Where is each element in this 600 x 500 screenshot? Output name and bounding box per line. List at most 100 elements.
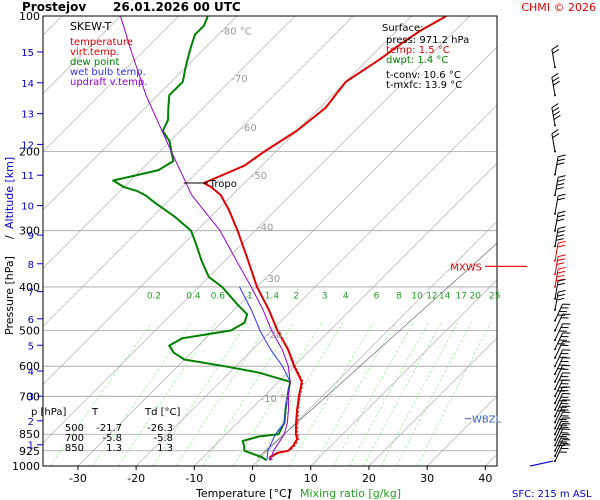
isotherm-line [310,279,497,466]
wind-barb [554,411,571,430]
legend-updraft: updraft v.temp. [70,77,147,88]
chart-title: SKEW-T [70,20,112,33]
mixing-ratio-line [49,322,152,466]
data-series [112,16,447,462]
mixing-ratio-label: 12 [426,292,437,302]
x-tick-label: 0 [249,472,256,485]
wind-barb [551,44,560,69]
x-axis-title-secondary: Mixing ratio [g/kg] [300,487,401,500]
wind-barb [554,349,571,368]
isotherm-label: -50 [251,171,267,182]
isotherm-label: -20 [266,330,282,341]
tropo-label: Tropo [209,179,237,190]
mixing-ratio-label: 1.4 [265,292,280,302]
isotherm-line [0,16,4,466]
surface-wind-barb [529,460,554,467]
x-tick-label: 40 [478,472,492,485]
altitude-tick-label: 4 [28,367,34,378]
wind-barb [554,341,571,359]
altitude-tick-label: 6 [28,315,34,326]
wind-barb [554,175,566,197]
table-header-t: T [91,407,99,418]
wind-barb [554,364,571,383]
y-axis-title-group: Pressure [hPa] / Altitude [km] [3,157,16,335]
wind-barb [554,289,566,311]
altitude-tick-label: 15 [21,48,34,59]
altitude-tick-label: 5 [28,341,34,352]
mixing-ratio-line [92,322,192,466]
surface-info: Surface: press: 971.2 hPa temp: 1.5 °C d… [382,23,469,91]
sfc-label: SFC: 215 m ASL [512,489,592,500]
wind-barb [554,154,566,176]
altitude-tick-label: 9 [28,231,34,242]
pressure-tick-label: 400 [19,281,40,294]
surface-tconv: t-conv: 10.6 °C [386,70,461,81]
legend-wet-bulb: wet bulb temp. [70,67,146,78]
x-tick-label: 30 [420,472,434,485]
wind-barb [554,323,571,342]
isotherm-line [43,16,470,444]
wind-barb [554,266,566,288]
wind-barb [554,254,566,276]
table-cell: 700 [65,433,84,444]
wind-barb [554,439,571,457]
mixing-ratio-label: 0.6 [211,292,226,302]
wind-barb [554,444,571,463]
mixing-ratio-label: 8 [396,292,402,302]
wind-barb [554,278,566,300]
altitude-tick-label: 1 [28,441,34,452]
isotherm-label: -10 °C [261,394,293,405]
isotherm-line [43,16,354,327]
wind-barb [554,240,566,262]
isotherm-line [43,16,296,269]
pressure-tick-label: 600 [19,360,40,373]
mixing-ratio-line [396,322,472,466]
station-title: Prostejov [22,0,86,14]
isotherm-label: -30 [264,274,280,285]
mixing-ratio-line [313,322,397,466]
surface-title: Surface: [382,23,423,34]
series-virt-temp [256,286,304,461]
table-cell: -26.3 [147,423,173,434]
wind-barb [554,303,571,322]
wind-barb [554,210,566,232]
surface-temp: temp: 1.5 °C [386,45,450,56]
x-tick-label: 10 [304,472,318,485]
mixing-ratio-label: 10 [411,292,423,302]
wind-barb [551,72,560,97]
wind-barb [554,428,571,447]
isotherm-line [485,453,497,466]
mixing-ratio-line [176,322,270,466]
table-cell: -5.8 [102,433,122,444]
surface-dwpt: dwpt: 1.4 °C [386,55,448,66]
wind-barb [554,392,571,411]
wind-barb [554,423,571,441]
wind-barb [554,386,571,405]
isotherm-line [252,221,497,466]
altitude-tick-label: 2 [28,417,34,428]
series-updraft-v-temp [120,16,291,461]
mixing-ratio-line [118,322,216,466]
axis-separator: / [288,487,292,500]
level-table: p [hPa] T Td [°C] 500 -21.7 -26.3 700 -5… [31,407,181,454]
isotherm-label: -60 [240,123,256,134]
isotherm-line [43,16,238,211]
chart-labels: -80 °C -70 -60 -50 -40 -30 -20 -10 °C 0.2 0.4 0.6 1… [147,27,527,426]
mixing-ratio-line [417,322,492,466]
isotherm-label: -40 [257,223,273,234]
wind-barb [554,399,571,418]
altitude-tick-label: 14 [21,79,34,90]
surface-press: press: 971.2 hPa [386,35,469,46]
series-temperature [202,16,447,461]
table-cell: -21.7 [96,423,122,434]
wind-barb [554,433,571,452]
wind-barb [551,103,561,127]
axis-separator: / [3,235,16,239]
altitude-tick-label: 7 [28,288,34,299]
x-tick-label: -30 [69,472,87,485]
reference-lines [257,243,497,459]
surface-tmxfc: t-mxfc: 13.9 °C [386,80,462,91]
x-tick-label: 20 [362,472,376,485]
wind-barb [554,405,571,424]
isotherm-line [77,46,497,466]
